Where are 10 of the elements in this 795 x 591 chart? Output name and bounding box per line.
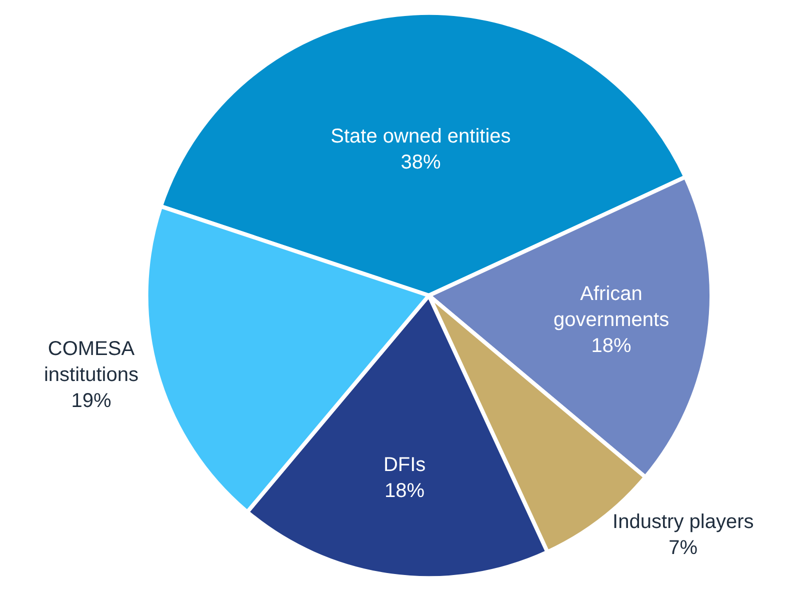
data-label: 38%: [400, 151, 441, 174]
data-label: 18%: [591, 334, 632, 357]
slice-label: Industry players: [612, 511, 754, 534]
data-label: 7%: [668, 537, 698, 560]
slice-label: COMESA institutions: [44, 338, 138, 386]
slice-label: DFIs: [383, 454, 426, 476]
data-label: 19%: [71, 390, 112, 412]
data-label: 18%: [384, 480, 425, 502]
slice-label: State owned entities: [330, 125, 511, 148]
slice-label: African governments: [553, 282, 670, 331]
